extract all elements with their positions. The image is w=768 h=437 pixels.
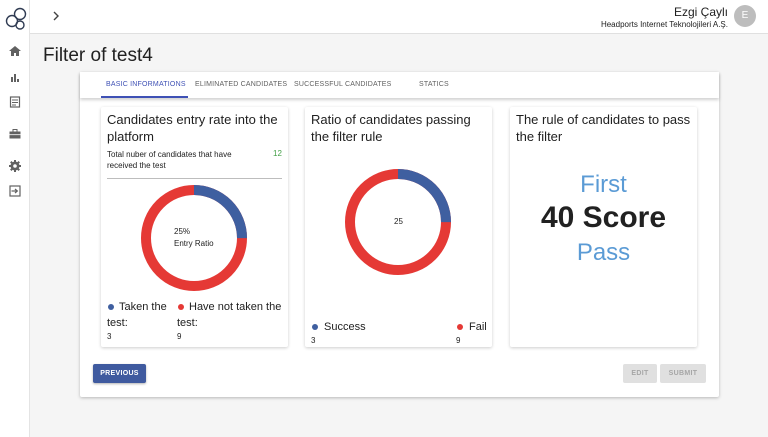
divider	[107, 178, 282, 179]
donut-success-arc	[141, 185, 247, 291]
avatar[interactable]: E	[734, 5, 756, 27]
rule-panel: The rule of candidates to pass the filte…	[510, 107, 697, 347]
home-icon[interactable]	[8, 44, 22, 58]
taken-legend-dot	[108, 304, 114, 310]
fail-legend-label: Fail	[469, 321, 487, 333]
taken-legend-label: Taken the test:	[107, 301, 167, 329]
total-candidates-value: 12	[273, 149, 282, 158]
tab-successful-candidates[interactable]: SUCCESSFUL CANDIDATES	[294, 81, 392, 88]
donut-success-arc	[345, 169, 451, 275]
total-candidates-label: Total nuber of candidates that have rece…	[107, 150, 232, 170]
app-logo[interactable]	[4, 4, 28, 32]
briefcase-icon[interactable]	[8, 127, 22, 141]
edit-button[interactable]: EDIT	[623, 364, 657, 383]
rule-score-text: 40 Score	[540, 201, 667, 234]
document-icon[interactable]	[8, 95, 22, 109]
not-taken-legend-dot	[178, 304, 184, 310]
tab-statics[interactable]: STATICS	[419, 81, 449, 88]
top-bar: Ezgi Çaylı Headports Internet Teknolojil…	[30, 0, 768, 34]
previous-button[interactable]: PREVIOUS	[93, 364, 146, 383]
logout-icon[interactable]	[8, 184, 22, 198]
active-tab-indicator	[101, 96, 188, 98]
entry-ratio-label: Entry Ratio	[174, 239, 214, 248]
pass-ratio-title: Ratio of candidates passing the filter r…	[311, 112, 471, 144]
success-legend-dot	[312, 324, 318, 330]
entry-ratio-donut	[141, 185, 247, 291]
rule-title: The rule of candidates to pass the filte…	[516, 112, 691, 144]
fail-legend-dot	[457, 324, 463, 330]
tab-bar: BASIC INFORMATIONS ELIMINATED CANDIDATES…	[80, 72, 719, 98]
success-legend-value: 3	[311, 336, 316, 345]
tab-eliminated-candidates[interactable]: ELIMINATED CANDIDATES	[195, 81, 288, 88]
not-taken-legend-label: Have not taken the test:	[177, 301, 282, 329]
user-company: Headports Internet Teknolojileri A.Ş.	[600, 20, 728, 29]
user-name: Ezgi Çaylı	[673, 5, 728, 19]
pass-ratio-panel: Ratio of candidates passing the filter r…	[305, 107, 492, 347]
filter-card: BASIC INFORMATIONS ELIMINATED CANDIDATES…	[80, 72, 719, 397]
pass-ratio-center: 25	[394, 217, 403, 226]
chevron-right-icon[interactable]	[50, 9, 62, 23]
pass-ratio-donut	[345, 169, 451, 275]
entry-ratio-percent: 25%	[174, 227, 191, 236]
success-legend-label: Success	[324, 321, 366, 333]
submit-button[interactable]: SUBMIT	[660, 364, 706, 383]
settings-icon[interactable]	[8, 159, 22, 173]
fail-legend-value: 9	[456, 336, 461, 345]
entry-rate-title: Candidates entry rate into the platform	[107, 112, 278, 144]
taken-legend-value: 3	[107, 332, 112, 341]
tab-basic-informations[interactable]: BASIC INFORMATIONS	[106, 81, 186, 88]
rule-first-text: First	[580, 171, 627, 198]
sidebar	[0, 0, 30, 437]
rule-pass-text: Pass	[576, 239, 631, 266]
not-taken-legend-value: 9	[177, 332, 182, 341]
bar-chart-icon[interactable]	[8, 70, 22, 84]
entry-rate-panel: Candidates entry rate into the platform …	[101, 107, 288, 347]
page-title: Filter of test4	[43, 45, 153, 66]
